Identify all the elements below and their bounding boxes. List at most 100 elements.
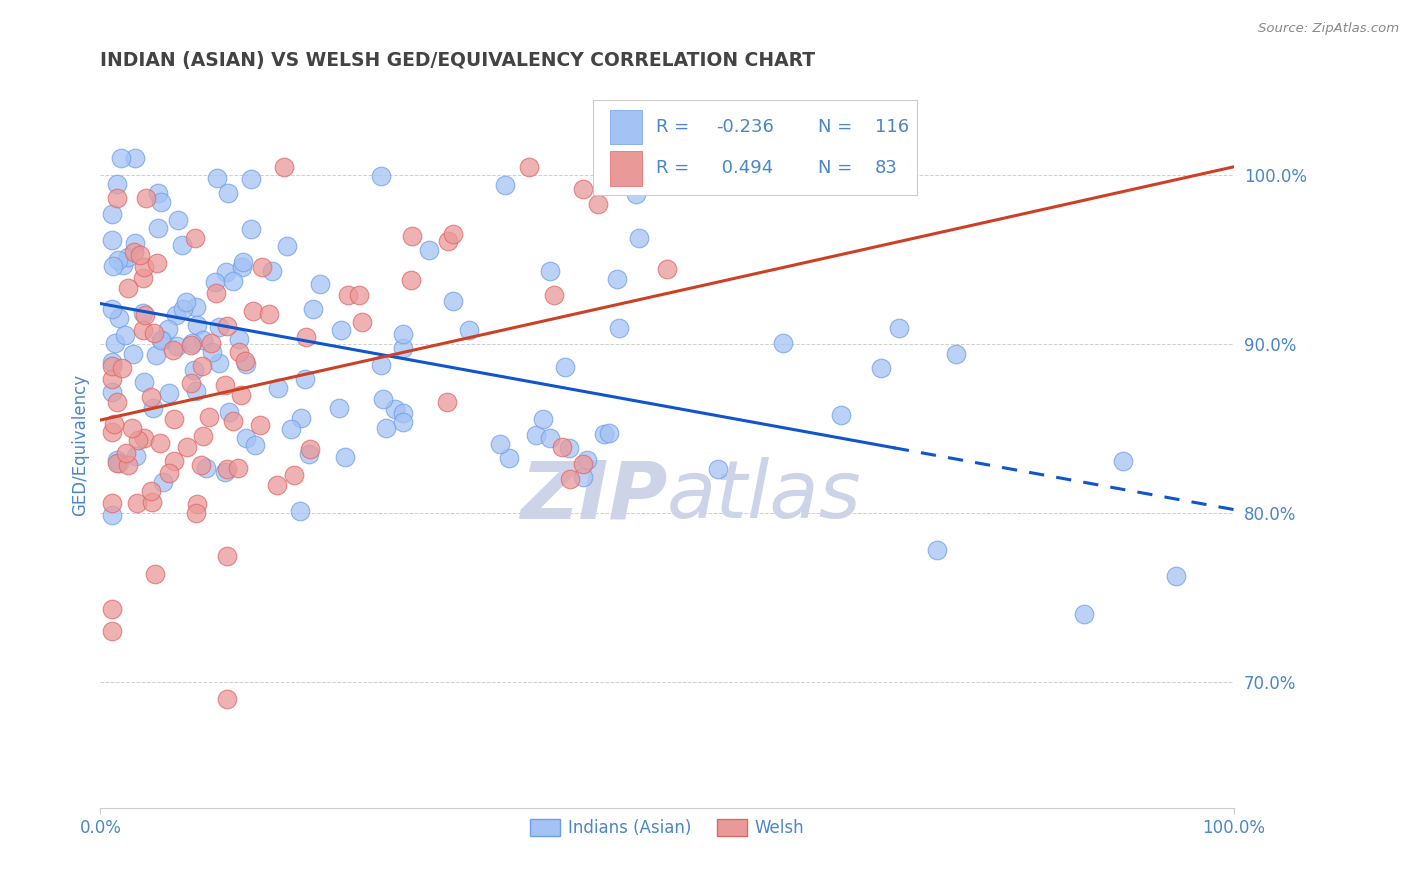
Point xyxy=(100,207,122,221)
Point xyxy=(184,231,207,245)
Point xyxy=(157,385,180,400)
Point xyxy=(494,178,516,192)
Point xyxy=(201,345,224,359)
Point xyxy=(190,359,212,373)
Point xyxy=(180,338,202,352)
Point xyxy=(104,335,127,350)
Point xyxy=(391,415,413,429)
Point xyxy=(101,359,124,373)
Point xyxy=(100,301,122,316)
Point xyxy=(114,327,136,342)
Point xyxy=(191,333,214,347)
Point xyxy=(141,494,163,508)
Point xyxy=(560,472,582,486)
Point xyxy=(125,496,148,510)
Point xyxy=(100,508,122,522)
Text: -0.236: -0.236 xyxy=(716,118,773,136)
Point xyxy=(392,341,415,355)
Point xyxy=(139,390,162,404)
Point xyxy=(330,323,353,337)
Point xyxy=(121,420,143,434)
Legend: Indians (Asian), Welsh: Indians (Asian), Welsh xyxy=(523,813,811,844)
Point xyxy=(273,160,295,174)
Point xyxy=(328,401,350,415)
Point xyxy=(249,417,271,432)
Text: N =: N = xyxy=(818,160,858,178)
Text: 116: 116 xyxy=(875,118,908,136)
Point xyxy=(110,152,132,166)
Text: ZIP: ZIP xyxy=(520,458,666,535)
Point xyxy=(100,624,122,638)
Point xyxy=(129,248,152,262)
Point xyxy=(145,348,167,362)
Point xyxy=(204,275,226,289)
Point xyxy=(572,457,595,471)
Point xyxy=(186,318,208,332)
Point xyxy=(586,197,609,211)
Point xyxy=(150,333,173,347)
Point xyxy=(519,160,541,174)
Point xyxy=(194,461,217,475)
Point xyxy=(131,323,153,337)
Point xyxy=(162,343,184,357)
Point xyxy=(1112,453,1135,467)
Point xyxy=(110,361,132,376)
Point xyxy=(1164,568,1187,582)
Point xyxy=(655,261,678,276)
Point xyxy=(250,260,273,274)
Point xyxy=(441,227,464,242)
Point xyxy=(157,322,180,336)
Point xyxy=(257,306,280,320)
Point xyxy=(163,453,186,467)
Point xyxy=(384,402,406,417)
Point xyxy=(186,384,208,398)
Text: N =: N = xyxy=(818,118,858,136)
Point xyxy=(524,428,547,442)
Point xyxy=(111,258,134,272)
Point xyxy=(214,465,236,479)
Point xyxy=(399,273,422,287)
Point xyxy=(276,239,298,253)
Text: atlas: atlas xyxy=(666,458,862,535)
Point xyxy=(232,255,254,269)
Point xyxy=(228,332,250,346)
Point xyxy=(134,308,156,322)
Point xyxy=(231,260,253,275)
Point xyxy=(870,360,893,375)
Point xyxy=(108,456,131,470)
Point xyxy=(572,470,595,484)
Point xyxy=(150,195,173,210)
Point xyxy=(436,394,458,409)
Text: 0.494: 0.494 xyxy=(716,160,773,178)
Point xyxy=(533,411,555,425)
Point xyxy=(235,432,257,446)
Point xyxy=(217,461,239,475)
Point xyxy=(131,271,153,285)
Point xyxy=(101,602,124,616)
Point xyxy=(437,234,460,248)
Point xyxy=(308,277,330,292)
Point xyxy=(498,451,520,466)
Point xyxy=(190,458,212,472)
Point xyxy=(606,272,628,286)
Point xyxy=(127,433,149,447)
Point xyxy=(243,438,266,452)
Point xyxy=(105,456,128,470)
Point xyxy=(280,422,302,436)
Point xyxy=(166,339,188,353)
Point xyxy=(222,414,245,428)
Point xyxy=(101,259,124,273)
Point xyxy=(134,375,156,389)
Point xyxy=(172,301,194,316)
Point xyxy=(375,420,398,434)
Point xyxy=(707,462,730,476)
Point xyxy=(100,384,122,399)
Point xyxy=(218,405,240,419)
Point xyxy=(166,213,188,227)
Point xyxy=(184,506,207,520)
Point xyxy=(135,191,157,205)
Point xyxy=(100,234,122,248)
Point xyxy=(401,229,423,244)
Point xyxy=(228,345,250,359)
Point xyxy=(945,347,967,361)
